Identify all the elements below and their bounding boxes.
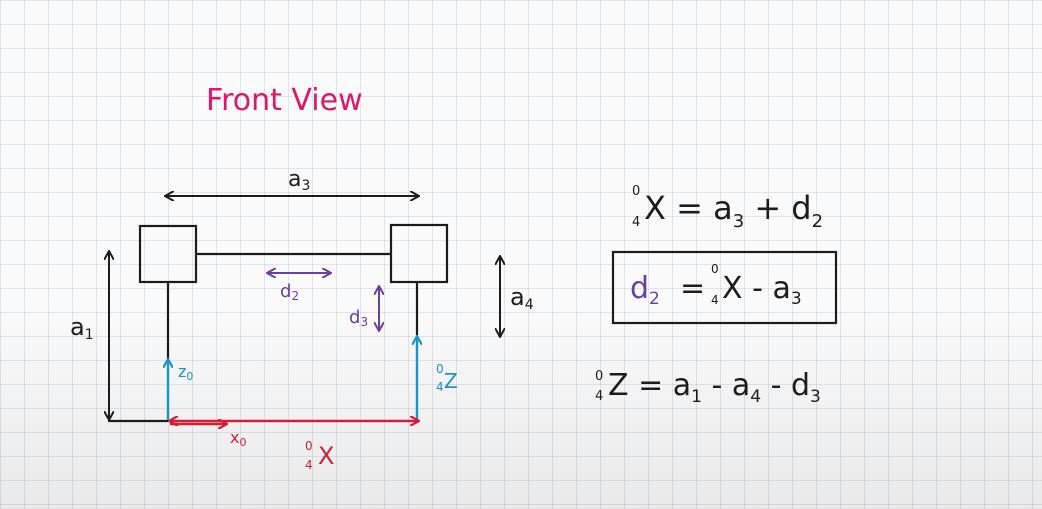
a4-label: a4 [510,283,534,313]
equation-z: 0 4 Z = a1 - a4 - d3 [595,368,821,407]
z-frame-label: 0 4 Z [436,362,458,394]
svg-text:4: 4 [436,380,444,394]
svg-text:4: 4 [711,293,719,307]
svg-text:0: 0 [711,262,719,276]
svg-text:X = a3 + d2: X = a3 + d2 [644,189,823,232]
d2-label: d2 [280,281,299,303]
diagram-title: Front View [206,83,363,118]
equation-x: 0 4 X = a3 + d2 [632,184,823,232]
boxed-equation-frame [611,250,838,325]
x-frame-label: 0 4 X [305,439,334,472]
svg-text:Z: Z [444,369,458,393]
svg-text:4: 4 [595,389,603,404]
svg-text:4: 4 [632,215,640,230]
svg-text:0: 0 [305,439,313,453]
a3-label: a3 [288,167,310,194]
right-joint-box [389,223,449,284]
d3-label: d3 [349,307,368,329]
svg-text:X - a3: X - a3 [722,271,802,309]
left-joint-box [138,224,198,284]
svg-text:0: 0 [436,362,444,376]
x0-label: x0 [230,428,246,449]
svg-text:0: 0 [632,184,640,199]
svg-text:0: 0 [595,369,603,384]
svg-text:d2: d2 [630,271,660,309]
a1-label: a1 [70,313,94,343]
equation-d2-boxed: d2 = 0 4 X - a3 [630,262,802,309]
z0-label: z0 [178,362,193,383]
svg-text:X: X [318,442,334,470]
svg-text:4: 4 [305,458,313,472]
svg-text:=: = [680,271,705,306]
svg-text:Z = a1 - a4 - d3: Z = a1 - a4 - d3 [608,368,821,407]
